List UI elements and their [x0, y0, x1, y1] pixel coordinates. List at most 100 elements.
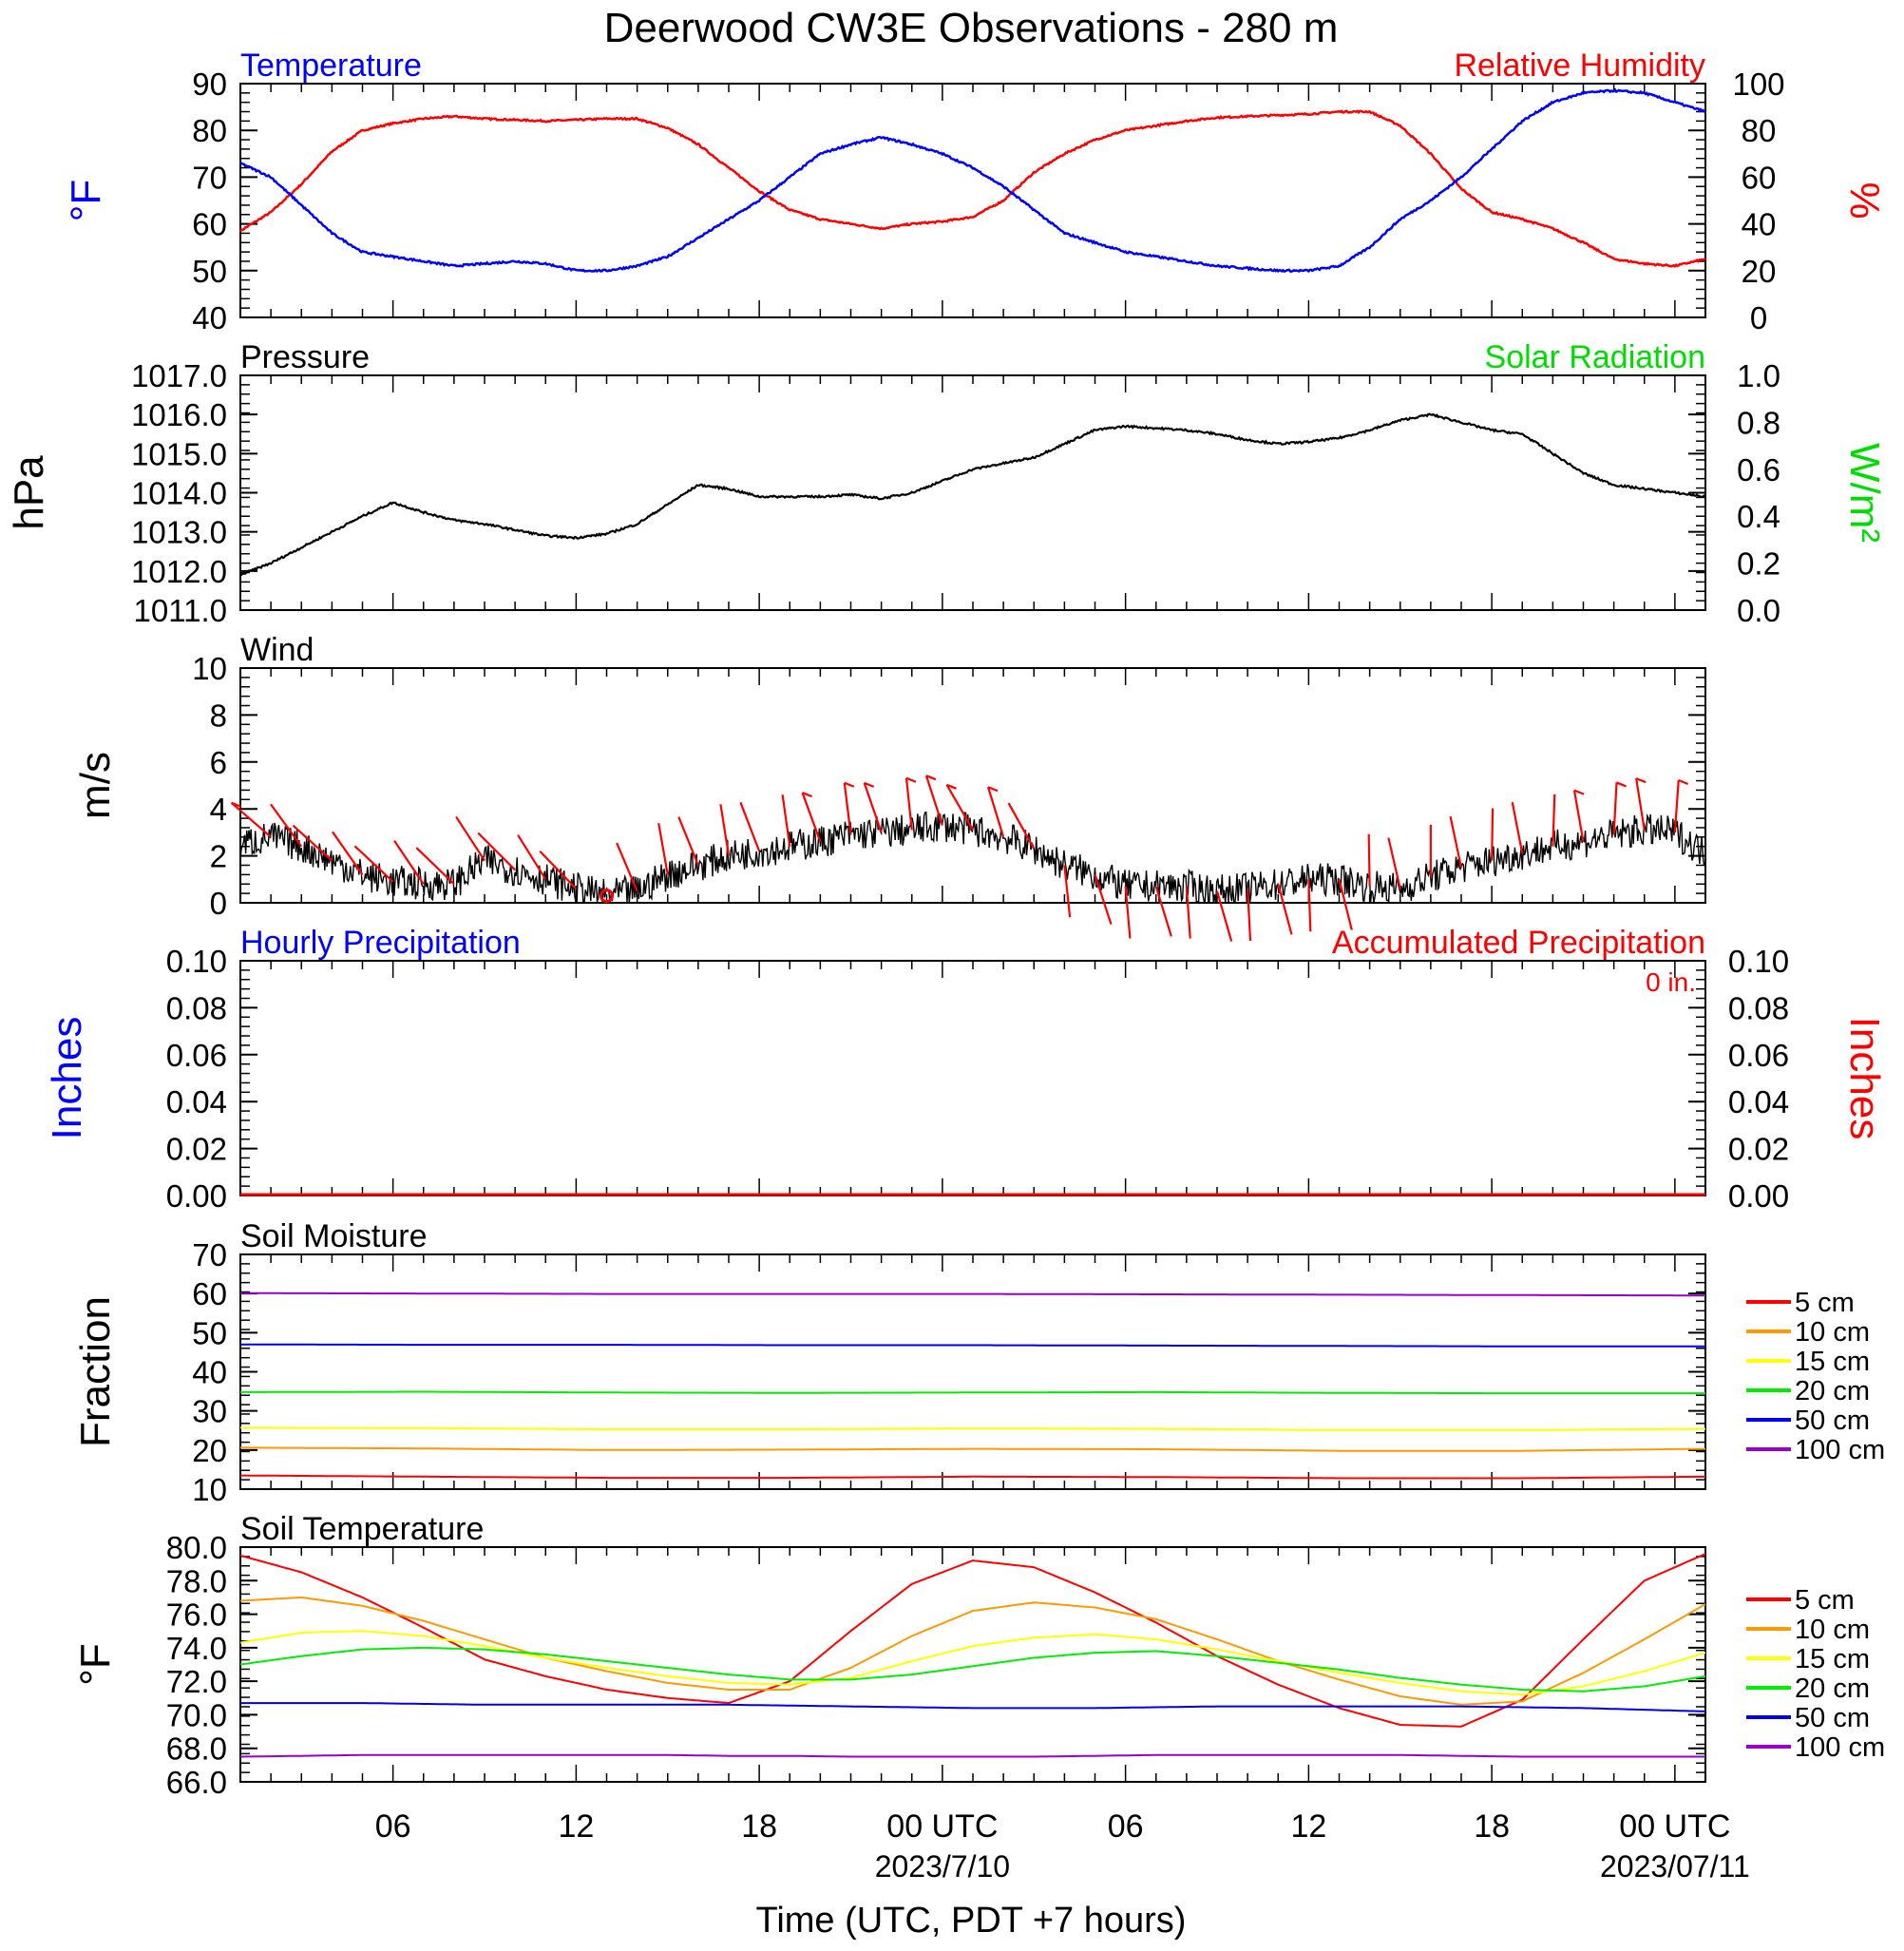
x-axis-tick-labels: 06 12 18 00 UTC 2023/7/10 06 12 18 00 UTC 2023/07… [375, 1808, 1750, 1884]
legend-label: 5 cm [1795, 1288, 1855, 1318]
legend-label: 100 cm [1795, 1732, 1885, 1763]
x-tick-label: 00 UTC [886, 1808, 998, 1845]
panel-temp-rh: 40 50 60 70 80 90 0 20 40 60 80 100 Temperature Relat… [63, 48, 1888, 335]
left-tick-label: 70.0 [166, 1697, 227, 1732]
left-tick-label: 0 [210, 886, 227, 921]
wind-barb [1154, 886, 1172, 937]
wind-barb [1215, 890, 1233, 942]
wind-barb-flag [1616, 781, 1627, 788]
soil-temp-series-5 [240, 1753, 1705, 1758]
soil-moisture-series-1 [240, 1446, 1705, 1452]
wind-barb [1673, 779, 1680, 832]
left-tick-label: 0.02 [166, 1132, 227, 1167]
wind-barb-flag [946, 783, 957, 790]
wind-barb [1387, 837, 1401, 889]
x-tick-label: 12 [1290, 1808, 1326, 1845]
wind-speed-line [239, 812, 1706, 905]
x-tick-label: 00 UTC [1619, 1808, 1730, 1845]
plot-frame [239, 667, 1706, 904]
legend-label: 5 cm [1795, 1585, 1855, 1616]
wind-barb [1124, 886, 1132, 939]
hourly-precip-title: Hourly Precipitation [240, 925, 521, 961]
right-tick-label: 0.0 [1737, 593, 1780, 628]
wind-barb [1635, 777, 1646, 831]
wind-barb [1572, 790, 1585, 842]
left-tick-label: 60 [192, 1276, 227, 1311]
wind-barb-flag [925, 775, 937, 781]
plot-frame [239, 1253, 1706, 1490]
left-tick-label: 40 [192, 300, 227, 335]
panel-pressure: 1011.0 1012.0 1013.0 1014.0 1015.0 1016.0 1017… [6, 339, 1888, 628]
left-unit-label: Inches [44, 1017, 90, 1140]
wind-barb [719, 804, 731, 856]
left-tick-label: 80 [192, 113, 227, 148]
right-tick-label: 60 [1742, 160, 1777, 195]
legend-label: 20 cm [1795, 1376, 1870, 1406]
panel-precipitation: 0.00 0.02 0.04 0.06 0.08 0.10 0.00 0.02 0.04 0.06… [44, 925, 1888, 1214]
wind-barb [801, 792, 822, 843]
wind-barb [1185, 886, 1191, 939]
left-tick-label: 68.0 [166, 1731, 227, 1767]
wind-barb-flag [905, 776, 917, 783]
left-tick-label: 50 [192, 1315, 227, 1350]
left-tick-label: 60 [192, 207, 227, 242]
right-tick-label: 0.10 [1728, 944, 1789, 979]
wind-barb [1277, 883, 1293, 935]
wind-barb [924, 775, 943, 826]
legend-label: 10 cm [1795, 1317, 1870, 1348]
soil-temp-series-1 [239, 1596, 1706, 1706]
wind-barb [539, 850, 578, 889]
wind-barb [904, 777, 913, 831]
left-unit-label: Fraction [72, 1296, 119, 1447]
left-tick-label: 90 [192, 67, 227, 102]
left-tick-label: 66.0 [166, 1765, 227, 1800]
legend-label: 15 cm [1795, 1644, 1870, 1674]
left-tick-label: 2 [210, 839, 227, 874]
humidity-series-line [238, 109, 1706, 269]
wind-barb-calm [600, 889, 614, 904]
soil-moisture-series-3 [240, 1390, 1705, 1395]
wind-barb [1338, 879, 1353, 930]
wind-barb [1007, 802, 1036, 850]
humidity-title: Relative Humidity [1454, 48, 1705, 84]
right-unit-label: % [1841, 182, 1888, 219]
legend-label: 20 cm [1795, 1674, 1870, 1704]
right-tick-label: 0.08 [1728, 990, 1789, 1025]
solar-title: Solar Radiation [1485, 339, 1705, 375]
soil-temp-series-2 [239, 1630, 1706, 1696]
right-tick-label: 0.06 [1728, 1038, 1789, 1073]
wind-barb [843, 782, 852, 835]
pressure-series-line [239, 412, 1706, 576]
wind-barb-flag [1678, 779, 1689, 786]
left-tick-label: 30 [192, 1394, 227, 1429]
x-tick-date-label: 2023/07/11 [1600, 1849, 1750, 1884]
right-unit-label: Inches [1841, 1017, 1888, 1140]
wind-barb [332, 831, 364, 875]
soil-temp-series-3 [239, 1646, 1706, 1693]
left-tick-label: 80.0 [166, 1530, 227, 1565]
wind-barb-flag [231, 801, 242, 808]
wind-barb [517, 834, 547, 880]
x-tick-label: 06 [1108, 1808, 1144, 1845]
soil-moisture-series-5 [240, 1291, 1705, 1297]
left-tick-label: 0.08 [166, 990, 227, 1025]
wind-barb [1612, 782, 1618, 835]
wind-barb [1307, 879, 1312, 932]
left-tick-label: 0.04 [166, 1084, 227, 1119]
wind-barb [292, 824, 333, 862]
soil-temp-series-0 [239, 1553, 1706, 1728]
wind-barb [1367, 833, 1371, 887]
left-tick-label: 0.10 [166, 944, 227, 979]
accum-precip-total: 0 in. [1646, 967, 1696, 997]
panel-wind: 0 2 4 6 8 10 Wind m/s [72, 632, 1706, 942]
left-unit-label: °F [72, 1643, 119, 1685]
right-tick-label: 100 [1732, 67, 1784, 102]
left-unit-label: °F [63, 180, 109, 221]
wind-barb [657, 823, 669, 875]
right-tick-label: 0.8 [1737, 405, 1780, 440]
left-tick-label: 8 [210, 698, 227, 733]
temperature-series-line [239, 87, 1706, 274]
plot-frame [239, 83, 1706, 318]
wind-barb [616, 842, 638, 892]
